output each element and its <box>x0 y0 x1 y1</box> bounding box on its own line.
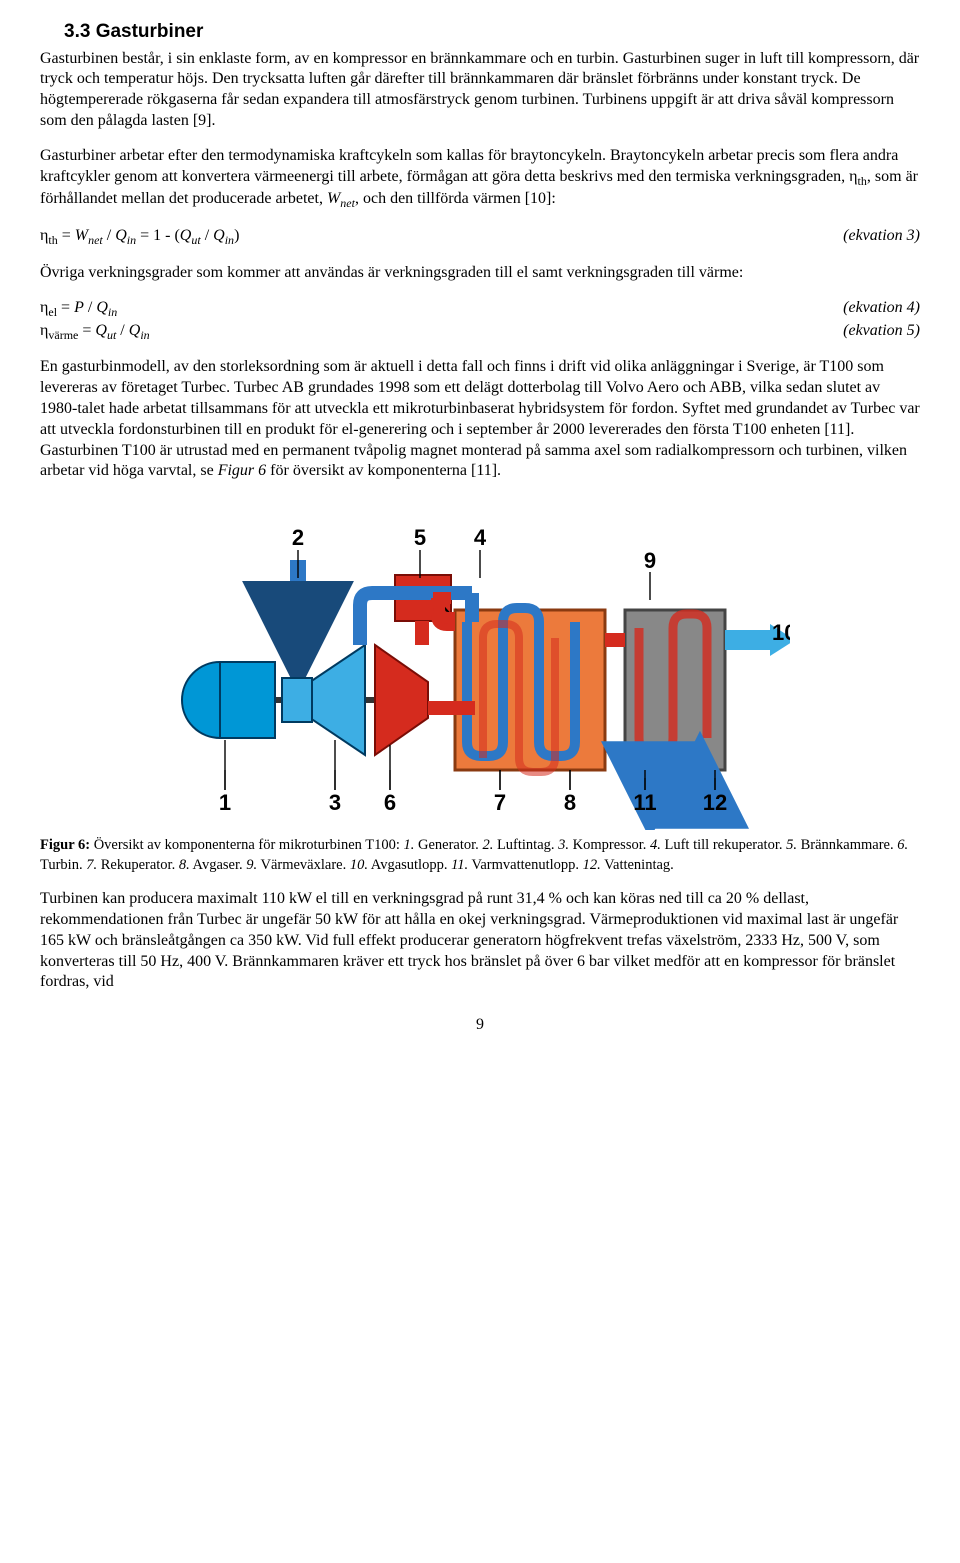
paragraph-5: Turbinen kan producera maximalt 110 kW e… <box>40 889 920 993</box>
p2-wnet-sub: net <box>340 197 355 211</box>
eq5-tag: (ekvation 5) <box>843 321 920 344</box>
equation-3: ηth = Wnet / Qin = 1 - (Qut / Qin) (ekva… <box>40 226 920 249</box>
svg-text:4: 4 <box>474 525 487 550</box>
figure-6-caption: Figur 6: Översikt av komponenterna för m… <box>40 836 920 875</box>
svg-text:2: 2 <box>292 525 304 550</box>
svg-text:8: 8 <box>564 790 576 815</box>
eq5-lhs: ηvärme = Qut / Qin <box>40 321 843 344</box>
p4-figref: Figur 6 <box>218 462 266 479</box>
svg-text:10: 10 <box>772 620 790 645</box>
p2-eta: η <box>849 168 857 185</box>
p2-tail: , och den tillförda värmen [10]: <box>355 190 556 207</box>
eq3-tag: (ekvation 3) <box>843 226 920 249</box>
p2-lead: Gasturbiner arbetar efter den termodynam… <box>40 147 898 185</box>
svg-text:12: 12 <box>703 790 727 815</box>
eq4-tag: (ekvation 4) <box>843 298 920 321</box>
p2-eta-sub: th <box>858 174 867 188</box>
paragraph-4: En gasturbinmodell, av den storleksordni… <box>40 357 920 482</box>
paragraph-3: Övriga verkningsgrader som kommer att an… <box>40 263 920 284</box>
figure-6-svg: 2 5 4 9 10 1 3 6 7 8 11 12 <box>170 500 790 830</box>
svg-text:5: 5 <box>414 525 426 550</box>
equation-4: ηel = P / Qin (ekvation 4) <box>40 298 920 321</box>
svg-text:11: 11 <box>633 790 656 815</box>
figure-6: 2 5 4 9 10 1 3 6 7 8 11 12 <box>40 500 920 830</box>
page-number: 9 <box>40 1015 920 1036</box>
paragraph-2: Gasturbiner arbetar efter den termodynam… <box>40 146 920 212</box>
eq4-lhs: ηel = P / Qin <box>40 298 843 321</box>
svg-text:3: 3 <box>329 790 341 815</box>
figcap-lead: Figur 6: <box>40 837 94 853</box>
svg-text:1: 1 <box>219 790 231 815</box>
equation-5: ηvärme = Qut / Qin (ekvation 5) <box>40 321 920 344</box>
section-heading: 3.3 Gasturbiner <box>40 20 920 45</box>
svg-text:6: 6 <box>384 790 396 815</box>
svg-text:9: 9 <box>644 548 656 573</box>
svg-text:7: 7 <box>494 790 506 815</box>
p4-b: för översikt av komponenterna [11]. <box>266 462 501 479</box>
figcap-desc: Översikt av komponenterna för mikroturbi… <box>94 837 404 853</box>
p2-wnet: W <box>327 190 340 207</box>
eq3-lhs: ηth = Wnet / Qin = 1 - (Qut / Qin) <box>40 226 843 249</box>
paragraph-1: Gasturbinen består, i sin enklaste form,… <box>40 49 920 132</box>
